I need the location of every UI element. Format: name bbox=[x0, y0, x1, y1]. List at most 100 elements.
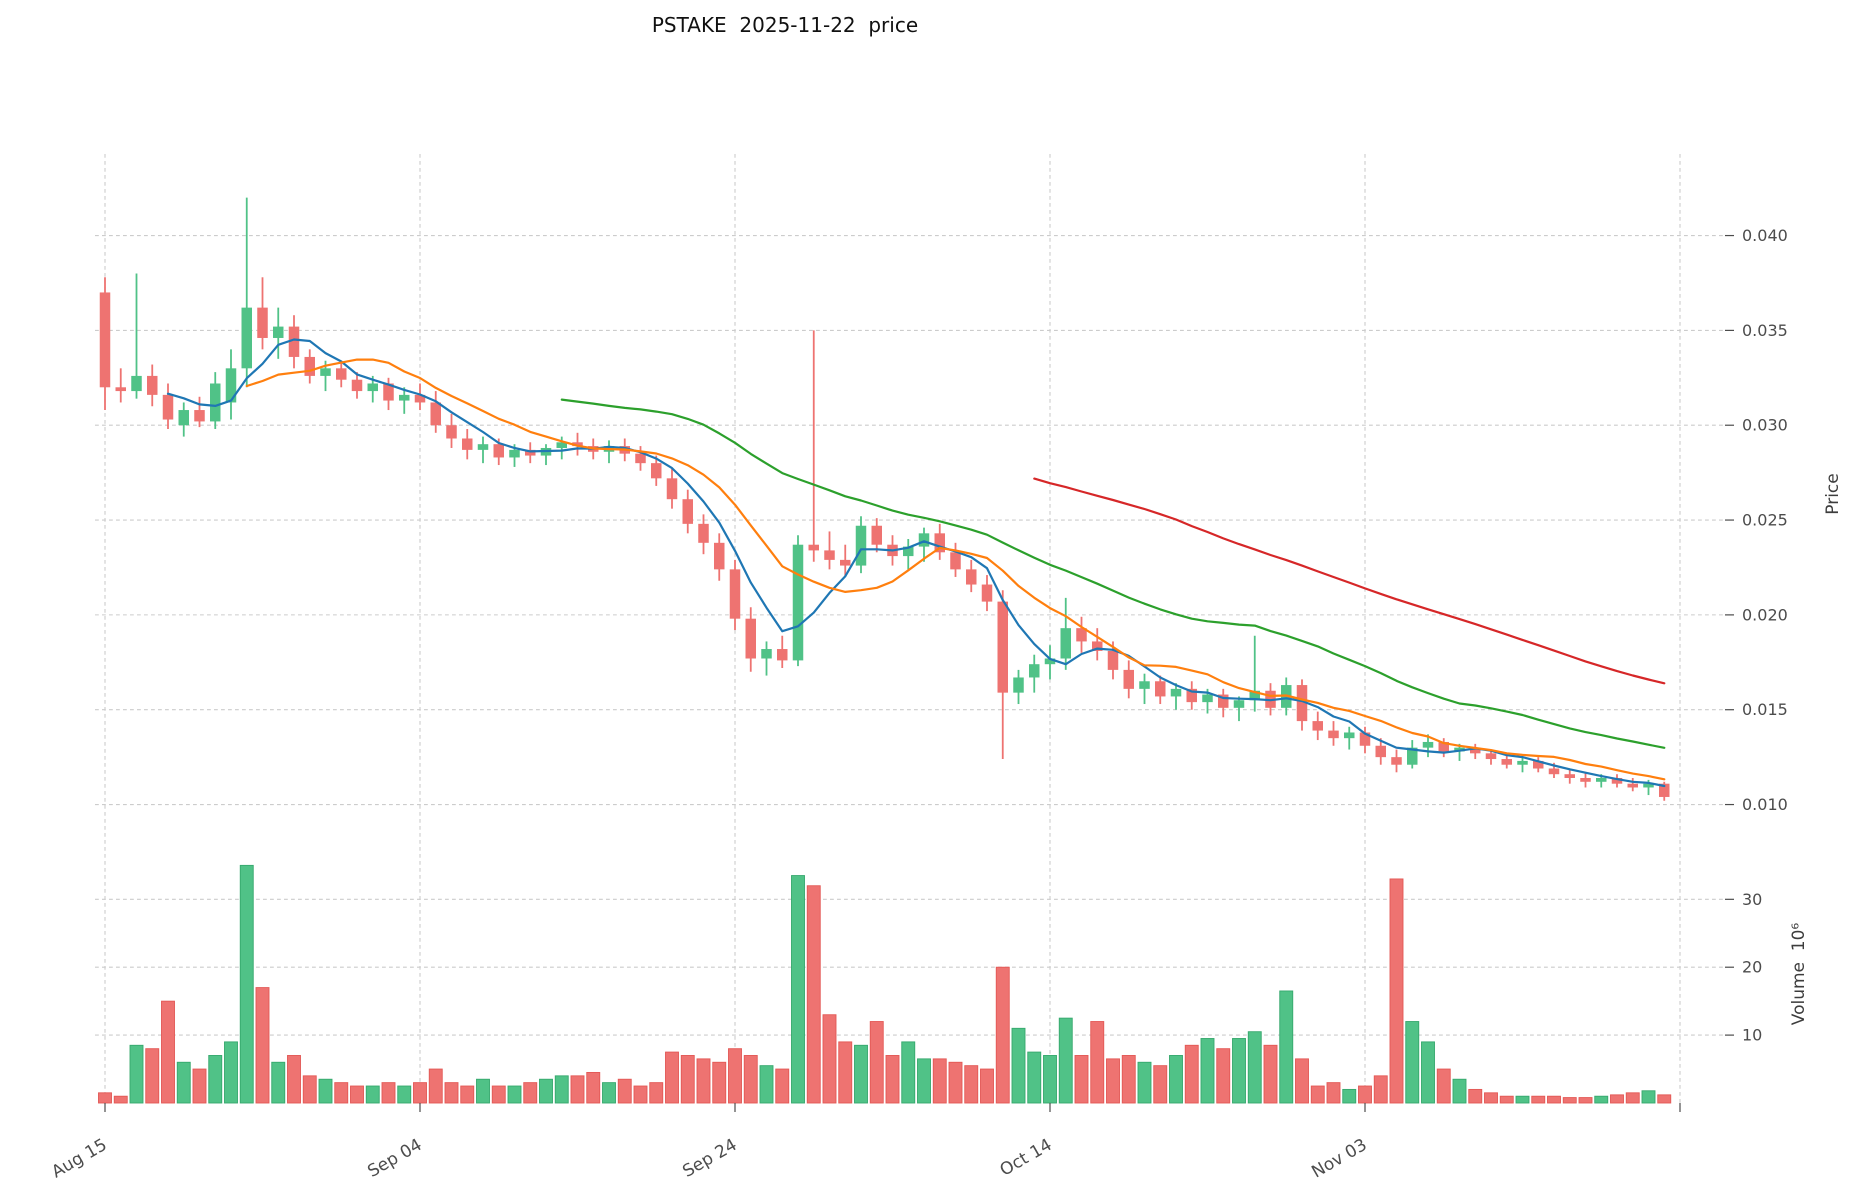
candle-down bbox=[446, 413, 457, 448]
volume-bar-up bbox=[854, 1044, 868, 1104]
candle-body bbox=[477, 444, 489, 450]
candle-body bbox=[840, 559, 851, 566]
candle-body bbox=[1029, 664, 1040, 678]
candle-down bbox=[525, 442, 536, 464]
volume-bar-down bbox=[413, 1082, 427, 1104]
volume-axis-label: Volume 10⁶ bbox=[1789, 923, 1809, 1026]
volume-bar-down bbox=[743, 1055, 758, 1104]
volume-bar-down bbox=[1153, 1065, 1168, 1104]
candle-down bbox=[1076, 616, 1087, 653]
volume-bar-down bbox=[586, 1071, 601, 1104]
candle-up bbox=[1517, 757, 1528, 773]
candle-body bbox=[1470, 747, 1481, 754]
volume-bar-up bbox=[1421, 1041, 1435, 1104]
candle-down bbox=[1611, 774, 1623, 788]
candle-down bbox=[934, 523, 945, 560]
volume-bar-up bbox=[1232, 1038, 1246, 1104]
candle-body bbox=[1596, 777, 1607, 782]
volume-bar-down bbox=[350, 1085, 364, 1104]
candle-body bbox=[1312, 721, 1323, 731]
candle-body bbox=[1296, 685, 1308, 722]
volume-bar-down bbox=[428, 1068, 443, 1104]
volume-bar-down bbox=[98, 1092, 112, 1104]
candle-down bbox=[1627, 777, 1638, 792]
candle-body bbox=[1186, 688, 1197, 703]
candle-body bbox=[1548, 768, 1560, 775]
candle-up bbox=[855, 516, 867, 574]
candle-down bbox=[257, 277, 268, 350]
candle-up bbox=[273, 307, 284, 359]
candle-up bbox=[1060, 597, 1071, 670]
candle-body bbox=[903, 546, 914, 557]
volume-bar-up bbox=[1594, 1095, 1609, 1104]
x-tick-label: Aug 15 bbox=[48, 1135, 110, 1182]
candle-body bbox=[383, 383, 394, 401]
volume-bar-up bbox=[1137, 1061, 1152, 1104]
candle-body bbox=[777, 649, 788, 661]
candle-body bbox=[1202, 694, 1213, 703]
candle-down bbox=[698, 514, 709, 555]
candle-down bbox=[840, 544, 851, 577]
candle-body bbox=[1375, 745, 1386, 758]
candle-down bbox=[162, 383, 174, 430]
candle-body bbox=[257, 307, 268, 338]
volume-bar-down bbox=[334, 1082, 349, 1104]
volume-bar-down bbox=[885, 1055, 900, 1104]
volume-bar-down bbox=[192, 1068, 207, 1104]
chart-title: PSTAKE 2025-11-22 price bbox=[652, 13, 918, 37]
candle-down bbox=[1391, 749, 1402, 773]
candle-body bbox=[1076, 628, 1087, 642]
volume-bar-up bbox=[1011, 1027, 1026, 1104]
volume-bar-down bbox=[1310, 1085, 1325, 1104]
candle-down bbox=[950, 542, 961, 577]
candle-body bbox=[1517, 760, 1528, 765]
price-axis-label: Price bbox=[1823, 473, 1843, 514]
candle-up bbox=[131, 273, 142, 399]
candle-body bbox=[336, 368, 347, 380]
candle-body bbox=[792, 544, 804, 661]
candle-body bbox=[745, 618, 756, 659]
candle-body bbox=[1092, 641, 1103, 651]
candle-body bbox=[1344, 732, 1355, 739]
volume-bar-up bbox=[1641, 1090, 1656, 1104]
candle-up bbox=[225, 349, 237, 420]
volume-bar-down bbox=[1436, 1068, 1451, 1104]
candle-body bbox=[1170, 688, 1182, 697]
candle-up bbox=[1170, 683, 1182, 710]
volume-bar-up bbox=[1405, 1021, 1420, 1104]
candle-down bbox=[1438, 738, 1449, 758]
candle-down bbox=[1296, 679, 1308, 731]
candle-body bbox=[115, 387, 126, 392]
candle-body bbox=[966, 569, 977, 585]
candle-down bbox=[997, 590, 1008, 760]
candle-down bbox=[1218, 688, 1229, 718]
volume-bar-down bbox=[1074, 1055, 1089, 1104]
volume-bar-down bbox=[255, 987, 270, 1104]
volume-bar-up bbox=[1027, 1051, 1042, 1104]
candle-down bbox=[1328, 721, 1339, 746]
volume-bar-up bbox=[1200, 1038, 1215, 1104]
volume-bar-down bbox=[287, 1055, 301, 1104]
candle-body bbox=[682, 499, 693, 524]
volume-bar-up bbox=[176, 1061, 191, 1104]
candle-up bbox=[603, 440, 615, 464]
candle-body bbox=[1139, 681, 1150, 689]
candle-up bbox=[477, 436, 489, 464]
candle-down bbox=[1359, 726, 1371, 754]
price-tick-label: 0.025 bbox=[1742, 511, 1788, 530]
candle-up bbox=[1407, 740, 1418, 769]
candle-down bbox=[336, 360, 347, 388]
candle-down bbox=[1092, 628, 1103, 661]
volume-tick-label: 30 bbox=[1742, 890, 1762, 909]
candle-body bbox=[1533, 760, 1544, 769]
candle-body bbox=[698, 523, 709, 543]
volume-bar-down bbox=[570, 1075, 585, 1104]
candle-body bbox=[729, 569, 741, 619]
volume-bar-down bbox=[1216, 1048, 1231, 1104]
volume-layer bbox=[98, 864, 1672, 1104]
volume-bar-up bbox=[1279, 990, 1294, 1104]
volume-bar-up bbox=[224, 1041, 238, 1104]
overlay-layer bbox=[166, 338, 1666, 788]
sma5-line bbox=[166, 338, 1666, 788]
volume-bar-down bbox=[1610, 1094, 1624, 1104]
